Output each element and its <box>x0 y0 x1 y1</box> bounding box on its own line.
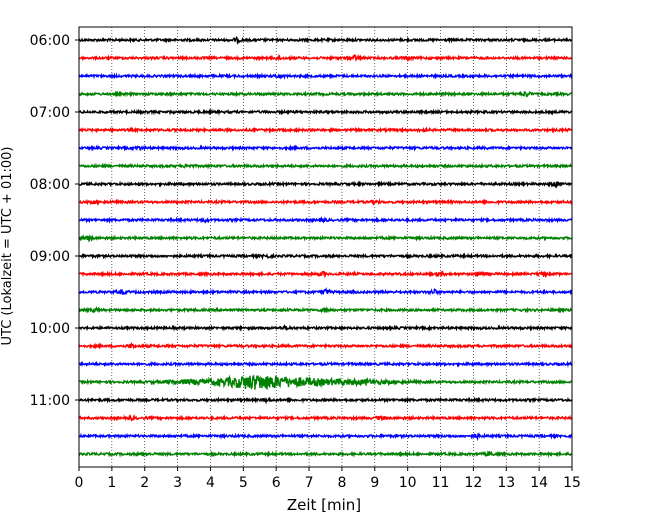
seismogram-trace <box>78 360 573 368</box>
x-tick-label: 10 <box>399 475 417 491</box>
y-tick-label: 09:00 <box>30 249 70 265</box>
x-tick-label: 14 <box>530 475 548 491</box>
x-tick-label: 12 <box>464 475 482 491</box>
x-tick-label: 15 <box>563 475 581 491</box>
x-axis-label: Zeit [min] <box>287 496 361 514</box>
seismogram-trace <box>78 323 573 332</box>
x-tick-label: 13 <box>497 475 515 491</box>
y-tick-label: 11:00 <box>30 393 70 409</box>
seismogram-trace <box>78 72 573 80</box>
x-tick-label: 3 <box>173 475 182 491</box>
y-tick-label: 08:00 <box>30 177 70 193</box>
seismogram-trace <box>78 342 573 350</box>
vertical-gridlines <box>111 27 540 467</box>
y-tick-label: 06:00 <box>30 33 70 49</box>
x-tick-label: 11 <box>432 475 450 491</box>
seismogram-trace <box>78 197 573 206</box>
seismogram-trace <box>78 180 573 189</box>
x-tick-label: 6 <box>272 475 281 491</box>
seismogram-trace <box>78 53 573 63</box>
seismogram-trace <box>78 374 573 390</box>
y-tick-label: 07:00 <box>30 105 70 121</box>
x-tick-label: 2 <box>140 475 149 491</box>
x-tick-label: 0 <box>75 475 84 491</box>
seismogram-trace <box>78 126 573 134</box>
x-tick-label: 9 <box>370 475 379 491</box>
seismogram-trace <box>78 270 573 279</box>
seismogram-trace <box>78 252 573 261</box>
seismogram-trace <box>78 287 573 296</box>
seismogram-trace <box>78 144 573 152</box>
y-axis-label: UTC (Lokalzeit = UTC + 01:00) <box>0 147 15 346</box>
seismogram-trace <box>78 90 573 98</box>
x-tick-label: 4 <box>206 475 215 491</box>
x-tick-label: 5 <box>239 475 248 491</box>
y-axis-ticks: 06:00 07:00 08:00 09:00 10:00 11:00 <box>30 33 79 409</box>
seismogram-trace <box>78 305 573 314</box>
seismogram-trace <box>78 216 573 224</box>
seismogram-trace <box>78 108 573 116</box>
seismogram-trace <box>78 35 573 45</box>
x-axis-ticks: 0 1 2 3 4 5 6 7 8 9 10 11 12 13 14 15 <box>75 467 581 491</box>
seismogram-trace <box>78 431 573 442</box>
seismogram-trace <box>78 413 573 422</box>
seismogram-traces <box>78 35 573 458</box>
plot-frame <box>78 26 573 468</box>
x-tick-label: 7 <box>305 475 314 491</box>
x-tick-label: 1 <box>107 475 116 491</box>
seismogram-trace <box>78 162 573 170</box>
seismogram-trace <box>78 234 573 243</box>
x-tick-label: 8 <box>337 475 346 491</box>
y-tick-label: 10:00 <box>30 321 70 337</box>
seismogram-trace <box>78 450 573 458</box>
seismogram-trace <box>78 396 573 405</box>
